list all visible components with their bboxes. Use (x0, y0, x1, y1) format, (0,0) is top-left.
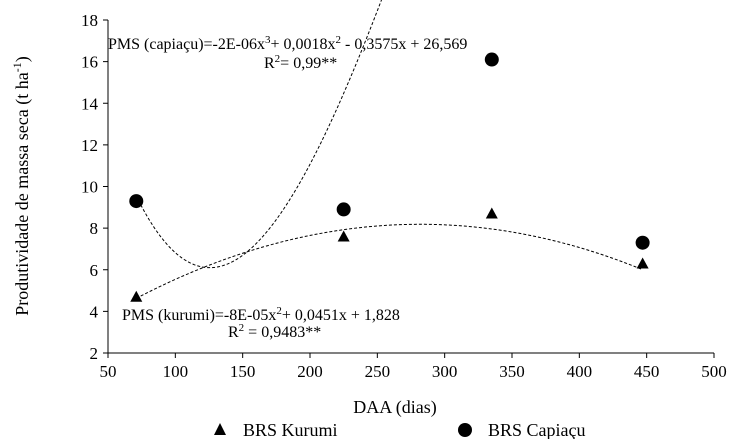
y-tick-label: 2 (90, 344, 99, 363)
trend-lines (135, 0, 643, 299)
legend-circle-marker (458, 423, 472, 437)
x-tick-label: 100 (163, 362, 189, 381)
x-tick-label: 450 (634, 362, 660, 381)
legend-label-capiacu: BRS Capiaçu (488, 420, 586, 439)
x-tick-label: 300 (432, 362, 458, 381)
x-axis-title: DAA (dias) (353, 397, 437, 418)
data-point-capiacu (336, 202, 351, 217)
r2-kurumi: R2 = 0,9483** (228, 322, 321, 341)
y-axis-title: Produtividade de massa seca (t ha-1) (10, 56, 33, 315)
r2-capiacu: R2= 0,99** (264, 53, 337, 72)
y-tick-label: 14 (81, 94, 99, 113)
x-tick-label: 400 (567, 362, 593, 381)
data-point-kurumi (130, 290, 143, 302)
y-tick-label: 12 (81, 136, 98, 155)
y-tick-label: 18 (81, 11, 98, 30)
y-tick-label: 4 (90, 302, 99, 321)
data-points (129, 52, 650, 302)
data-point-kurumi (337, 230, 350, 242)
x-tick-label: 50 (100, 362, 117, 381)
axes: 2 4 6 8 10 12 14 16 18 50 100 150 200 250 300 350 400 450… (81, 11, 727, 381)
x-tick-label: 200 (297, 362, 323, 381)
data-point-capiacu (484, 52, 499, 67)
data-point-kurumi (636, 257, 649, 269)
data-point-kurumi (485, 207, 498, 219)
legend-label-kurumi: BRS Kurumi (243, 420, 338, 439)
data-point-capiacu (635, 235, 650, 250)
y-tick-label: 6 (90, 261, 99, 280)
legend-triangle-marker (214, 423, 226, 435)
y-tick-label: 8 (90, 219, 99, 238)
y-tick-label: 16 (81, 53, 98, 72)
equation-kurumi: PMS (kurumi)=-8E-05x2+ 0,0451x + 1,828 (122, 305, 400, 324)
legend: BRS Kurumi BRS Capiaçu (214, 420, 586, 439)
y-tick-label: 10 (81, 178, 98, 197)
trend-line-kurumi (136, 223, 643, 299)
data-point-capiacu (129, 194, 144, 209)
x-tick-label: 250 (365, 362, 391, 381)
x-tick-label: 500 (701, 362, 727, 381)
x-tick-label: 150 (230, 362, 256, 381)
equation-capiacu: PMS (capiaçu)=-2E-06x3+ 0,0018x2 - 0,357… (108, 34, 467, 53)
x-tick-label: 350 (499, 362, 525, 381)
